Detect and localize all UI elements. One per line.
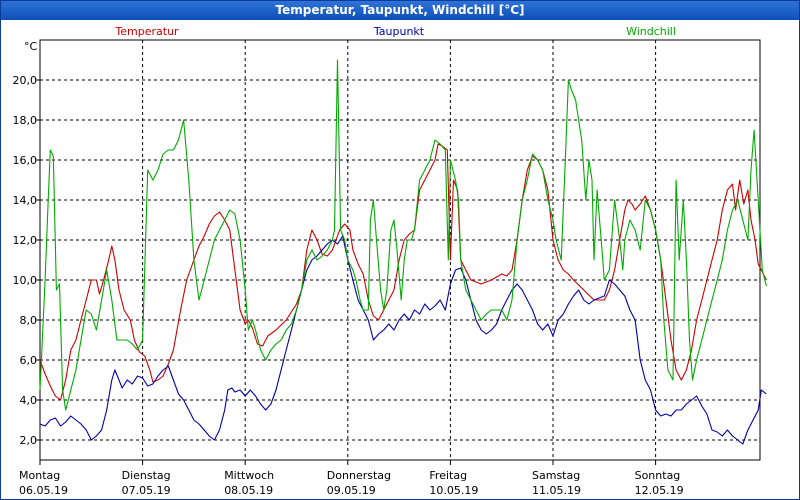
y-tick-label: 4,0 [20,394,38,407]
x-tick-day: Dienstag [122,469,171,482]
legend-label-temperatur: Temperatur [114,25,179,38]
y-tick-label: 18,0 [13,114,38,127]
series-line-windchill [39,59,767,411]
legend-label-windchill: Windchill [626,25,676,38]
series-line-taupunkt [39,235,767,445]
y-tick-label: 20,0 [13,74,38,87]
x-tick-day: Freitag [429,469,467,482]
x-tick-date: 11.05.19 [532,484,581,497]
x-tick-date: 08.05.19 [224,484,273,497]
x-tick-date: 09.05.19 [327,484,376,497]
y-axis-label: °C [24,40,38,53]
x-tick-date: 07.05.19 [122,484,171,497]
y-tick-label: 10,0 [13,274,38,287]
x-tick-day: Donnerstag [327,469,391,482]
x-tick-date: 12.05.19 [635,484,684,497]
window-title: Temperatur, Taupunkt, Windchill [°C] [1,1,799,20]
y-tick-label: 6,0 [20,354,38,367]
y-tick-label: 2,0 [20,434,38,447]
x-tick-day: Samstag [532,469,580,482]
x-tick-date: 10.05.19 [429,484,478,497]
legend-label-taupunkt: Taupunkt [373,25,425,38]
plot-frame [39,39,761,461]
x-tick-date: 06.05.19 [19,484,68,497]
x-tick-day: Sonntag [635,469,681,482]
x-tick-day: Montag [19,469,60,482]
y-tick-label: 12,0 [13,234,38,247]
x-tick-day: Mittwoch [224,469,274,482]
y-tick-label: 16,0 [13,154,38,167]
y-tick-label: 8,0 [20,314,38,327]
y-tick-label: 14,0 [13,194,38,207]
